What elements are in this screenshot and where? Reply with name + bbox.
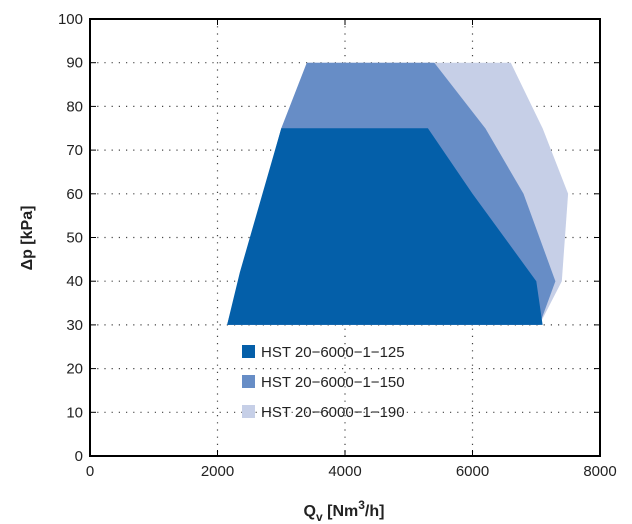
x-axis-label-sub: v [316, 510, 323, 524]
series-area-3 [227, 128, 543, 325]
y-tick-label: 80 [66, 98, 83, 115]
y-tick-labels: 0 10 20 30 40 50 60 70 80 90 100 [58, 11, 83, 465]
y-tick-label: 50 [66, 230, 83, 247]
y-tick-label: 20 [66, 361, 83, 378]
y-tick-label: 0 [75, 448, 83, 465]
y-tick-label: 70 [66, 142, 83, 159]
y-tick-label: 30 [66, 317, 83, 334]
y-tick-label: 10 [66, 404, 83, 421]
x-tick-labels: 0 2000 4000 6000 8000 [86, 463, 617, 480]
y-tick-label: 40 [66, 273, 83, 290]
x-axis-label: Qv [Nm3/h] [304, 498, 385, 524]
x-axis-label-sup: 3 [358, 498, 365, 512]
series-areas [227, 62, 569, 325]
legend-label: HST 20−6000−1−150 [261, 374, 405, 391]
x-tick-label: 6000 [456, 463, 489, 480]
y-tick-label: 100 [58, 11, 83, 28]
legend-swatch [242, 345, 255, 358]
x-tick-label: 0 [86, 463, 94, 480]
x-tick-label: 4000 [328, 463, 361, 480]
legend-swatch [242, 405, 255, 418]
x-tick-label: 8000 [583, 463, 616, 480]
x-tick-label: 2000 [201, 463, 234, 480]
ticks [89, 18, 601, 457]
x-axis-label-rest2: /h] [365, 503, 385, 520]
y-axis-label: Δp [kPa] [19, 206, 36, 271]
legend: HST 20−6000−1−125 HST 20−6000−1−150 HST 20… [242, 344, 405, 421]
y-tick-label: 60 [66, 186, 83, 203]
legend-swatch [242, 375, 255, 388]
x-axis-label-rest1: [Nm [323, 503, 359, 520]
legend-label: HST 20−6000−1−190 [261, 404, 405, 421]
x-axis-label-main: Q [304, 503, 316, 520]
y-tick-label: 90 [66, 55, 83, 72]
legend-label: HST 20−6000−1−125 [261, 344, 405, 361]
